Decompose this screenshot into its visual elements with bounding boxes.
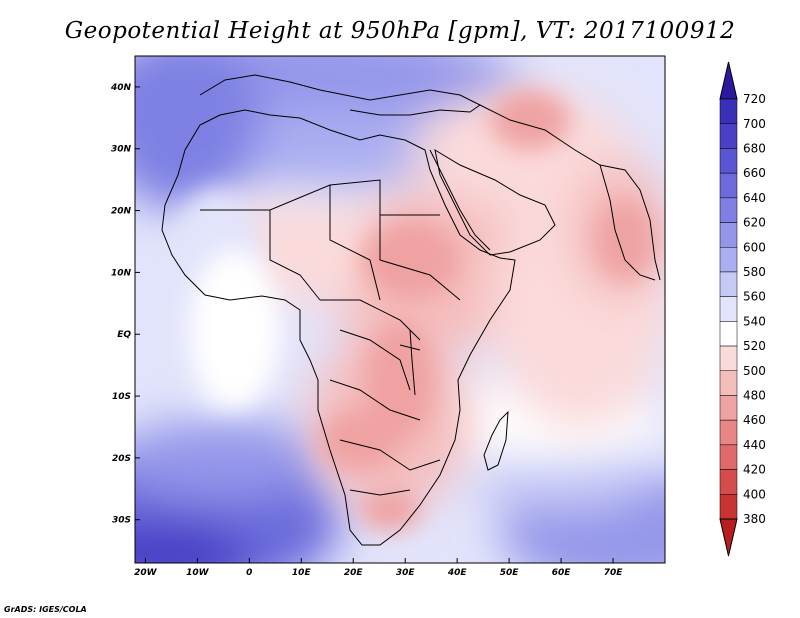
colorbar-segment (719, 444, 738, 470)
lat-tick-label: 30N (111, 145, 132, 155)
colorbar-level-label: 380 (743, 512, 766, 526)
colorbar-level-label: 640 (743, 191, 766, 205)
colorbar-segment (719, 419, 738, 446)
grads-credit: GrADS: IGES/COLA (4, 605, 87, 614)
lat-tick-label: EQ (117, 330, 131, 340)
colorbar-level-label: 580 (743, 265, 766, 279)
colorbar-segment (719, 148, 738, 174)
lon-tick-label: 40E (447, 568, 468, 578)
colorbar-segment (719, 469, 738, 495)
colorbar-max-arrow (719, 61, 738, 100)
plot-frame (134, 55, 666, 564)
lon-tick-label: 20E (344, 568, 364, 578)
colorbar-level-label: 500 (743, 364, 766, 378)
colorbar-level-label: 400 (743, 487, 766, 501)
colorbar-level-label: 480 (743, 388, 766, 402)
colorbar-segment (719, 321, 738, 347)
coastlines (161, 74, 661, 546)
colorbar-segment (719, 494, 738, 520)
colorbar-level-label: 560 (743, 290, 766, 304)
lat-tick-label: 20N (111, 207, 132, 217)
colorbar-level-label: 420 (743, 463, 766, 477)
lon-tick-label: 60E (552, 568, 572, 578)
colorbar-level-label: 520 (743, 339, 766, 353)
lat-tick-label: 30S (112, 516, 131, 526)
colorbar-level-label: 720 (743, 92, 766, 106)
colorbar-segment (719, 370, 738, 396)
colorbar-segment (719, 345, 738, 371)
height-field (135, 56, 665, 563)
lon-tick-label: 10W (186, 568, 210, 578)
lon-tick-label: 0 (246, 568, 252, 578)
colorbar-segment (719, 98, 738, 125)
colorbar-level-label: 700 (743, 117, 766, 131)
colorbar-segment (719, 197, 738, 223)
lat-tick-label: 10N (111, 268, 132, 278)
lat-tick-label: 20S (112, 454, 131, 464)
colorbar-level-label: 680 (743, 141, 766, 155)
colorbar-level-label: 600 (743, 240, 766, 254)
map-axes: 20W 10W 0 10E 20E 30E 40E 50E 60E 70E 40N 30N 20N 10N… (110, 83, 623, 578)
lon-tick-label: 10E (292, 568, 312, 578)
colorbar-level-label: 440 (743, 438, 766, 452)
lon-tick-label: 70E (604, 568, 624, 578)
colorbar-level-label: 620 (743, 216, 766, 230)
lon-tick-label: 20W (134, 568, 158, 578)
colorbar-segment (719, 296, 738, 322)
colorbar-segment (719, 222, 738, 248)
colorbar-segment (719, 172, 738, 199)
colorbar-level-label: 460 (743, 413, 766, 427)
lon-tick-label: 50E (500, 568, 520, 578)
colorbar-level-label: 540 (743, 314, 766, 328)
colorbar-segment (719, 123, 738, 149)
colorbar: 720 700 680 660 640 620 600 580 560 540 520 500 480 4… (719, 61, 766, 557)
colorbar-segment (719, 247, 738, 273)
lon-tick-label: 30E (396, 568, 416, 578)
colorbar-min-arrow (719, 518, 738, 557)
colorbar-level-label: 660 (743, 166, 766, 180)
lat-tick-label: 40N (110, 83, 132, 93)
map-title: Geopotential Height at 950hPa [gpm], VT:… (64, 18, 736, 44)
colorbar-segment (719, 395, 738, 421)
colorbar-segment (719, 271, 738, 297)
lat-tick-label: 10S (112, 392, 131, 402)
